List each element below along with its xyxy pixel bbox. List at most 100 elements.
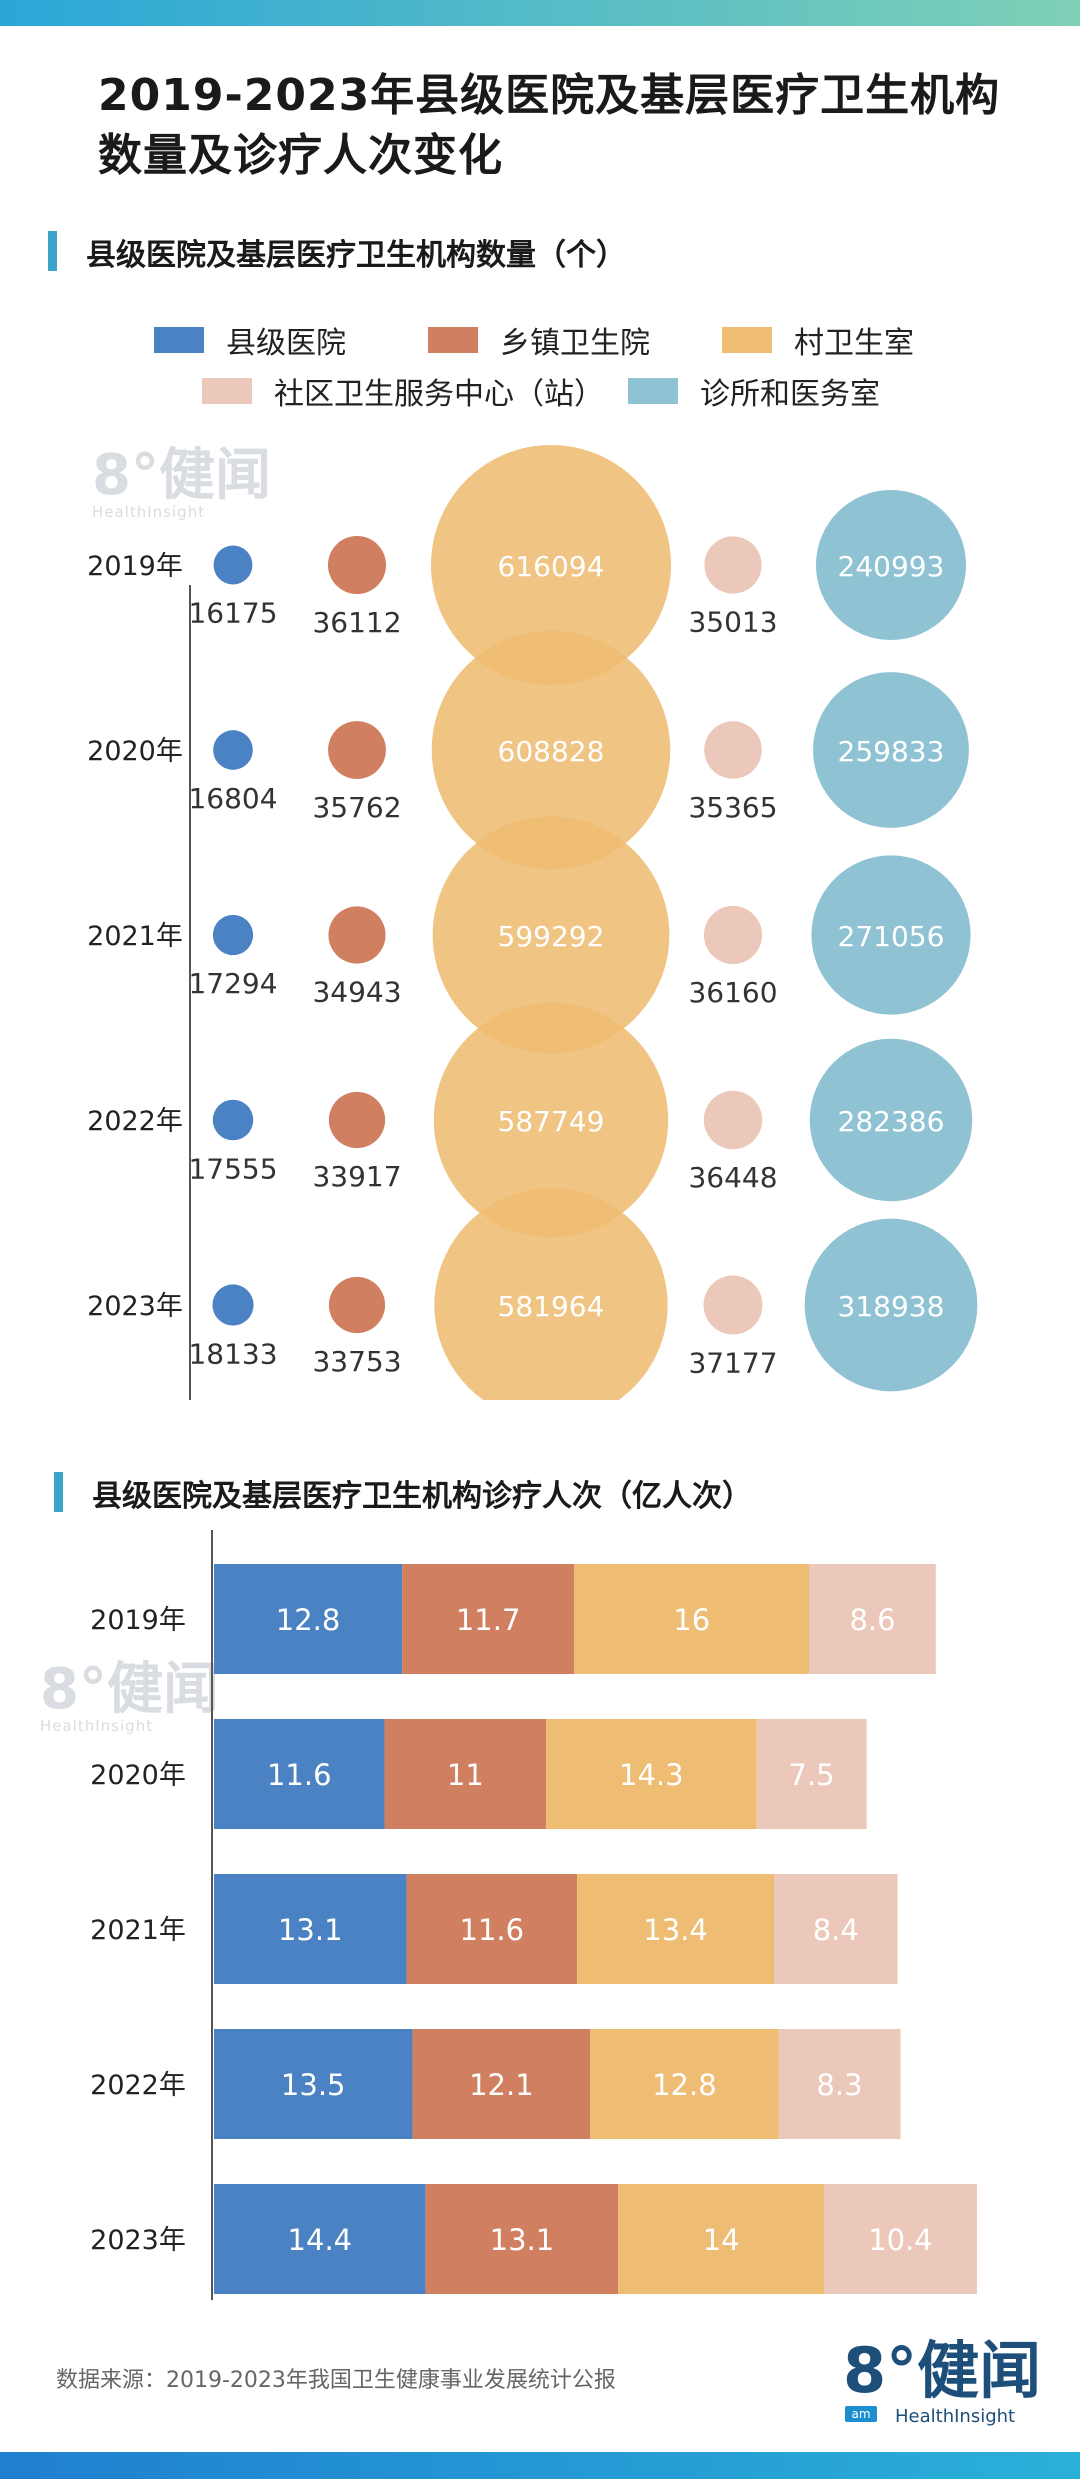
bubble-value-label: 35013 <box>688 606 777 639</box>
bubble-value-label: 318938 <box>838 1290 945 1323</box>
logo-sub: HealthInsight <box>895 2406 1016 2427</box>
bar-value-label: 12.1 <box>469 2068 534 2102</box>
bubble-mark <box>434 1188 668 1400</box>
legend-item-village-clinic: 村卫生室 <box>722 318 914 362</box>
bubble-value-label: 35762 <box>312 791 401 824</box>
bar-year-label: 2020年 <box>90 1760 186 1791</box>
logo-badge: am <box>845 2406 877 2422</box>
bar-value-label: 13.4 <box>643 1913 708 1947</box>
bubble-mark <box>328 1276 386 1334</box>
logo-main: 8°健闻 <box>843 2334 1042 2407</box>
bubble-chart: 2019年 2020年 2021年 2022年 2023年 16175 16804 17294… <box>87 445 978 1400</box>
bar-value-label: 13.5 <box>281 2068 346 2102</box>
brand-logo: 8°健闻 am HealthInsight <box>843 2338 1041 2430</box>
bar-segment <box>406 1874 578 1984</box>
bar-segment <box>809 1564 936 1674</box>
bubble-mark <box>328 906 386 964</box>
bar-value-label: 14 <box>703 2223 740 2257</box>
bar-value-label: 8.3 <box>816 2068 862 2102</box>
bubble-mark <box>328 721 386 779</box>
bubble-mark <box>804 1218 978 1392</box>
bubble-value-label: 587749 <box>498 1105 605 1138</box>
legend-label: 村卫生室 <box>794 326 914 361</box>
bar-value-label: 11.7 <box>456 1603 521 1637</box>
bar-segment <box>824 2184 977 2294</box>
bubble-value-label: 37177 <box>688 1346 777 1379</box>
bar-value-label: 11.6 <box>267 1758 332 1792</box>
bar-segment <box>214 2029 413 2139</box>
bubble-value-label: 36448 <box>688 1161 777 1194</box>
watermark-main: 8°健闻 <box>92 443 271 508</box>
legend-swatch <box>154 327 204 353</box>
bubble-mark <box>703 1275 763 1335</box>
legend-label: 县级医院 <box>226 326 346 361</box>
title-line-1: 2019-2023年县级医院及基层医疗卫生机构 <box>98 70 1001 121</box>
bubble-value-label: 35365 <box>688 791 777 824</box>
legend-item-community-center: 社区卫生服务中心（站） <box>202 369 604 413</box>
legend-item-township-hospital: 乡镇卫生院 <box>428 318 650 362</box>
bar-year-label: 2023年 <box>90 2225 186 2256</box>
bubble-mark <box>212 1099 254 1141</box>
section2-title: 县级医院及基层医疗卫生机构诊疗人次（亿人次） <box>92 1479 752 1514</box>
bar-segment <box>618 2184 825 2294</box>
bar-year-label: 2022年 <box>90 2070 186 2101</box>
bar-segment <box>577 1874 775 1984</box>
bar-value-label: 11 <box>447 1758 484 1792</box>
bar-segment <box>778 2029 901 2139</box>
legend-label: 诊所和医务室 <box>700 377 880 412</box>
bubble-mark <box>327 535 387 595</box>
bubble-value-label: 36160 <box>688 976 777 1009</box>
bubble-value-label: 581964 <box>498 1290 605 1323</box>
watermark-sub: HealthInsight <box>92 503 206 521</box>
bubble-mark <box>431 445 671 685</box>
bubble-mark <box>213 730 253 770</box>
bottom-stripe <box>0 2452 1080 2479</box>
bar-segment <box>402 1564 575 1674</box>
bubble-value-label: 282386 <box>838 1105 945 1138</box>
bar-segment <box>774 1874 898 1984</box>
bar-value-label: 12.8 <box>652 2068 717 2102</box>
bar-segment <box>412 2029 591 2139</box>
bubble-mark <box>703 905 763 965</box>
watermark-logo: 8°健闻 HealthInsight <box>40 1662 219 1735</box>
bubble-value-label: 259833 <box>838 735 945 768</box>
bar-value-label: 12.8 <box>276 1603 341 1637</box>
watermark-logo: 8°健闻 HealthInsight <box>92 448 271 521</box>
bubble-year-label: 2021年 <box>87 921 183 952</box>
data-source: 数据来源：2019-2023年我国卫生健康事业发展统计公报 <box>56 2368 616 2393</box>
bubble-value-label: 33753 <box>312 1345 401 1378</box>
bubble-mark <box>328 1091 386 1149</box>
bubble-value-label: 16804 <box>188 782 277 815</box>
bar-value-label: 11.6 <box>460 1913 525 1947</box>
bar-segment <box>214 1719 385 1829</box>
bubble-mark <box>704 536 762 594</box>
bubble-mark <box>704 721 762 779</box>
bubble-mark <box>213 545 253 585</box>
bar-segment <box>756 1719 867 1829</box>
bubble-mark <box>212 1284 254 1326</box>
bubble-mark <box>813 672 969 828</box>
watermark-sub: HealthInsight <box>40 1717 154 1735</box>
bar-value-label: 10.4 <box>868 2223 933 2257</box>
legend-item-clinic-infirmary: 诊所和医务室 <box>628 369 880 413</box>
bubble-value-label: 599292 <box>498 920 605 953</box>
legend-label: 乡镇卫生院 <box>500 326 650 361</box>
bubble-mark <box>432 816 670 1054</box>
bar-value-label: 8.6 <box>849 1603 895 1637</box>
section2-marker <box>54 1472 63 1512</box>
top-stripe <box>0 0 1080 26</box>
bubble-value-label: 616094 <box>498 550 605 583</box>
bar-segment <box>425 2184 619 2294</box>
bar-value-label: 13.1 <box>278 1913 343 1947</box>
page-title: 2019-2023年县级医院及基层医疗卫生机构 数量及诊疗人次变化 <box>98 66 1018 186</box>
bubble-value-label: 33917 <box>312 1160 401 1193</box>
bubble-value-label: 16175 <box>188 596 277 629</box>
bar-value-label: 14.4 <box>288 2223 353 2257</box>
bar-value-label: 14.3 <box>619 1758 684 1792</box>
bar-year-label: 2021年 <box>90 1915 186 1946</box>
legend-swatch <box>628 378 678 404</box>
bubble-mark <box>431 630 671 870</box>
bubble-year-label: 2019年 <box>87 551 183 582</box>
bubble-value-label: 18133 <box>188 1338 277 1371</box>
bubble-value-label: 608828 <box>498 735 605 768</box>
